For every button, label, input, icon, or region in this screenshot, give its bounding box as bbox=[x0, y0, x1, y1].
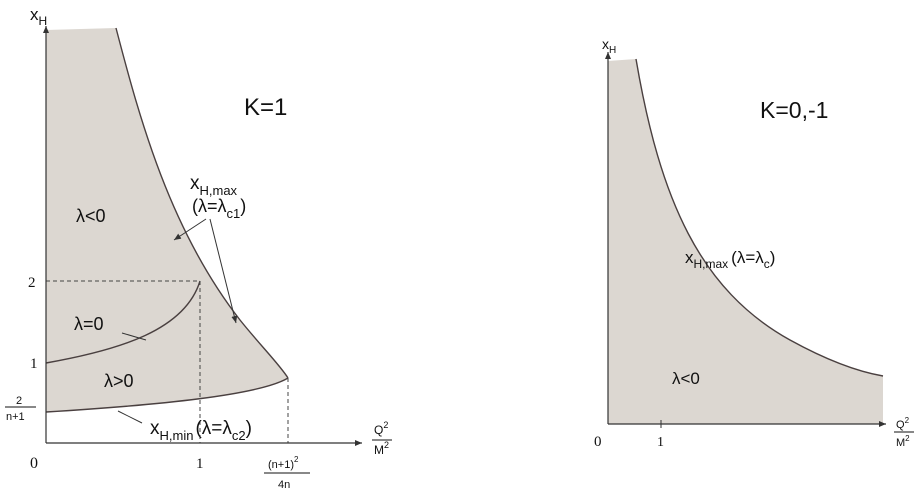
xmax-curve-right bbox=[635, 58, 884, 377]
lambda-zero-pointer bbox=[121, 332, 147, 341]
left-xtick-frac: (n+1)2 4n bbox=[264, 455, 310, 491]
svg-text:4n: 4n bbox=[278, 479, 290, 491]
xmax-label-left: xH,max bbox=[190, 173, 238, 198]
left-origin-label: 0 bbox=[30, 455, 38, 472]
svg-text:2: 2 bbox=[16, 395, 22, 407]
right-x-axis-label: Q2 M2 bbox=[894, 416, 914, 449]
svg-text:M2: M2 bbox=[896, 434, 910, 449]
left-panel-title: K=1 bbox=[244, 94, 287, 121]
xmin-curve-left bbox=[45, 377, 289, 413]
right-panel: 1 0 xH Q2 M2 K=0,-1 xH,max (λ=λc) λ<0 bbox=[594, 36, 914, 450]
right-xtick-1: 1 bbox=[657, 435, 664, 450]
left-panel: xH Q2 M2 0 2 1 2 n+1 1 (n+1)2 4n K=1 λ<0… bbox=[5, 5, 392, 491]
left-shaded-region bbox=[46, 28, 288, 412]
right-y-axis-label: xH bbox=[602, 36, 616, 56]
svg-text:Q2: Q2 bbox=[896, 416, 910, 431]
xmax-arrow-b bbox=[209, 218, 238, 324]
xmin-label-left: xH,min (λ=λc2) bbox=[150, 418, 252, 443]
left-ytick-frac: 2 n+1 bbox=[5, 395, 36, 423]
right-origin-label: 0 bbox=[594, 434, 602, 450]
right-shaded-region bbox=[608, 59, 883, 424]
xmin-pointer bbox=[117, 410, 143, 424]
left-y-axis-label: xH bbox=[30, 5, 47, 28]
xmax-label-right: xH,max (λ=λc) bbox=[685, 248, 775, 271]
lambda-zero-curve bbox=[45, 280, 201, 364]
left-ytick-2: 2 bbox=[28, 275, 36, 291]
right-panel-title: K=0,-1 bbox=[760, 97, 828, 123]
left-x-axis-label: Q2 M2 bbox=[372, 420, 392, 457]
svg-text:(n+1)2: (n+1)2 bbox=[268, 455, 299, 471]
left-ytick-1: 1 bbox=[30, 356, 38, 372]
region-lambda-neg-right: λ<0 bbox=[672, 369, 700, 388]
left-xtick-1: 1 bbox=[196, 456, 204, 472]
xmax-curve-left bbox=[115, 27, 289, 379]
region-lambda-neg-left: λ<0 bbox=[76, 206, 106, 226]
svg-text:n+1: n+1 bbox=[6, 411, 25, 423]
svg-text:M2: M2 bbox=[374, 440, 389, 457]
svg-text:Q2: Q2 bbox=[374, 420, 388, 437]
xmax-condition-left: (λ=λc1) bbox=[192, 196, 246, 221]
region-lambda-zero: λ=0 bbox=[74, 314, 104, 334]
xmax-arrow-a bbox=[173, 218, 207, 241]
region-lambda-pos: λ>0 bbox=[104, 371, 134, 391]
